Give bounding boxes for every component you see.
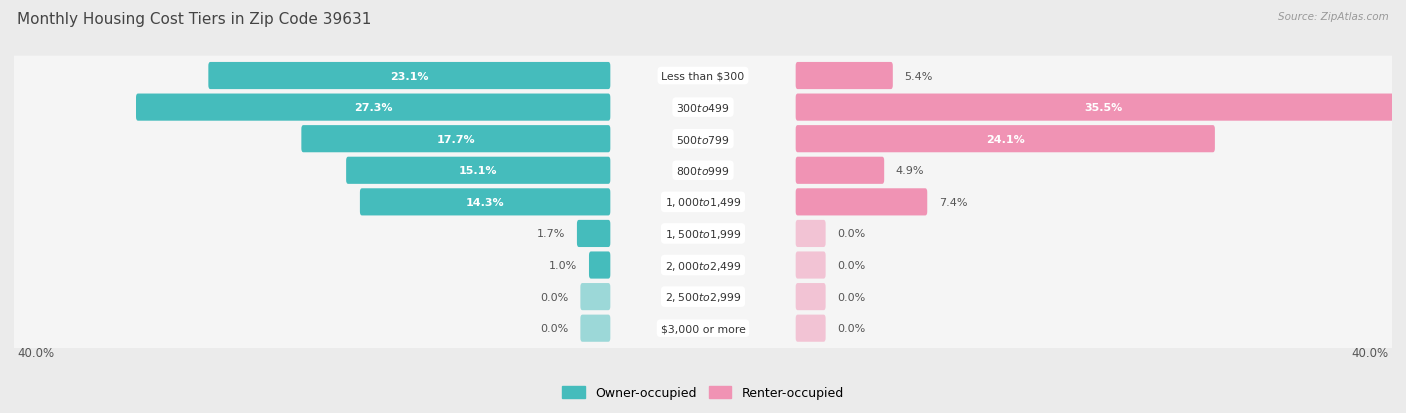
Text: $1,500 to $1,999: $1,500 to $1,999 <box>665 228 741 240</box>
Text: 1.0%: 1.0% <box>548 261 578 271</box>
Text: 0.0%: 0.0% <box>540 323 568 333</box>
FancyBboxPatch shape <box>796 126 1215 153</box>
FancyBboxPatch shape <box>796 220 825 247</box>
FancyBboxPatch shape <box>796 315 825 342</box>
Text: Less than $300: Less than $300 <box>661 71 745 81</box>
Legend: Owner-occupied, Renter-occupied: Owner-occupied, Renter-occupied <box>557 381 849 404</box>
FancyBboxPatch shape <box>576 220 610 247</box>
Text: 40.0%: 40.0% <box>17 347 55 359</box>
Text: 1.7%: 1.7% <box>537 229 565 239</box>
Text: 0.0%: 0.0% <box>838 261 866 271</box>
Text: 15.1%: 15.1% <box>458 166 498 176</box>
FancyBboxPatch shape <box>589 252 610 279</box>
FancyBboxPatch shape <box>796 252 825 279</box>
FancyBboxPatch shape <box>581 283 610 311</box>
FancyBboxPatch shape <box>11 151 1395 191</box>
FancyBboxPatch shape <box>11 246 1395 285</box>
FancyBboxPatch shape <box>11 277 1395 317</box>
Text: 40.0%: 40.0% <box>1351 347 1389 359</box>
Text: Monthly Housing Cost Tiers in Zip Code 39631: Monthly Housing Cost Tiers in Zip Code 3… <box>17 12 371 27</box>
FancyBboxPatch shape <box>11 214 1395 254</box>
FancyBboxPatch shape <box>796 63 893 90</box>
Text: 0.0%: 0.0% <box>540 292 568 302</box>
Text: $500 to $799: $500 to $799 <box>676 133 730 145</box>
FancyBboxPatch shape <box>796 94 1406 121</box>
Text: 27.3%: 27.3% <box>354 103 392 113</box>
Text: $1,000 to $1,499: $1,000 to $1,499 <box>665 196 741 209</box>
Text: $3,000 or more: $3,000 or more <box>661 323 745 333</box>
Text: 23.1%: 23.1% <box>389 71 429 81</box>
Text: Source: ZipAtlas.com: Source: ZipAtlas.com <box>1278 12 1389 22</box>
Text: $800 to $999: $800 to $999 <box>676 165 730 177</box>
FancyBboxPatch shape <box>796 157 884 185</box>
FancyBboxPatch shape <box>301 126 610 153</box>
FancyBboxPatch shape <box>11 119 1395 159</box>
Text: 5.4%: 5.4% <box>904 71 934 81</box>
Text: 35.5%: 35.5% <box>1084 103 1122 113</box>
Text: 0.0%: 0.0% <box>838 292 866 302</box>
FancyBboxPatch shape <box>136 94 610 121</box>
FancyBboxPatch shape <box>11 183 1395 222</box>
Text: $2,500 to $2,999: $2,500 to $2,999 <box>665 290 741 304</box>
FancyBboxPatch shape <box>208 63 610 90</box>
Text: $2,000 to $2,499: $2,000 to $2,499 <box>665 259 741 272</box>
FancyBboxPatch shape <box>11 309 1395 348</box>
FancyBboxPatch shape <box>346 157 610 185</box>
FancyBboxPatch shape <box>796 189 927 216</box>
Text: 4.9%: 4.9% <box>896 166 924 176</box>
Text: $300 to $499: $300 to $499 <box>676 102 730 114</box>
Text: 0.0%: 0.0% <box>838 229 866 239</box>
FancyBboxPatch shape <box>11 88 1395 128</box>
FancyBboxPatch shape <box>360 189 610 216</box>
Text: 0.0%: 0.0% <box>838 323 866 333</box>
Text: 17.7%: 17.7% <box>436 134 475 144</box>
Text: 24.1%: 24.1% <box>986 134 1025 144</box>
FancyBboxPatch shape <box>11 57 1395 96</box>
Text: 7.4%: 7.4% <box>939 197 967 207</box>
FancyBboxPatch shape <box>796 283 825 311</box>
FancyBboxPatch shape <box>581 315 610 342</box>
Text: 14.3%: 14.3% <box>465 197 505 207</box>
